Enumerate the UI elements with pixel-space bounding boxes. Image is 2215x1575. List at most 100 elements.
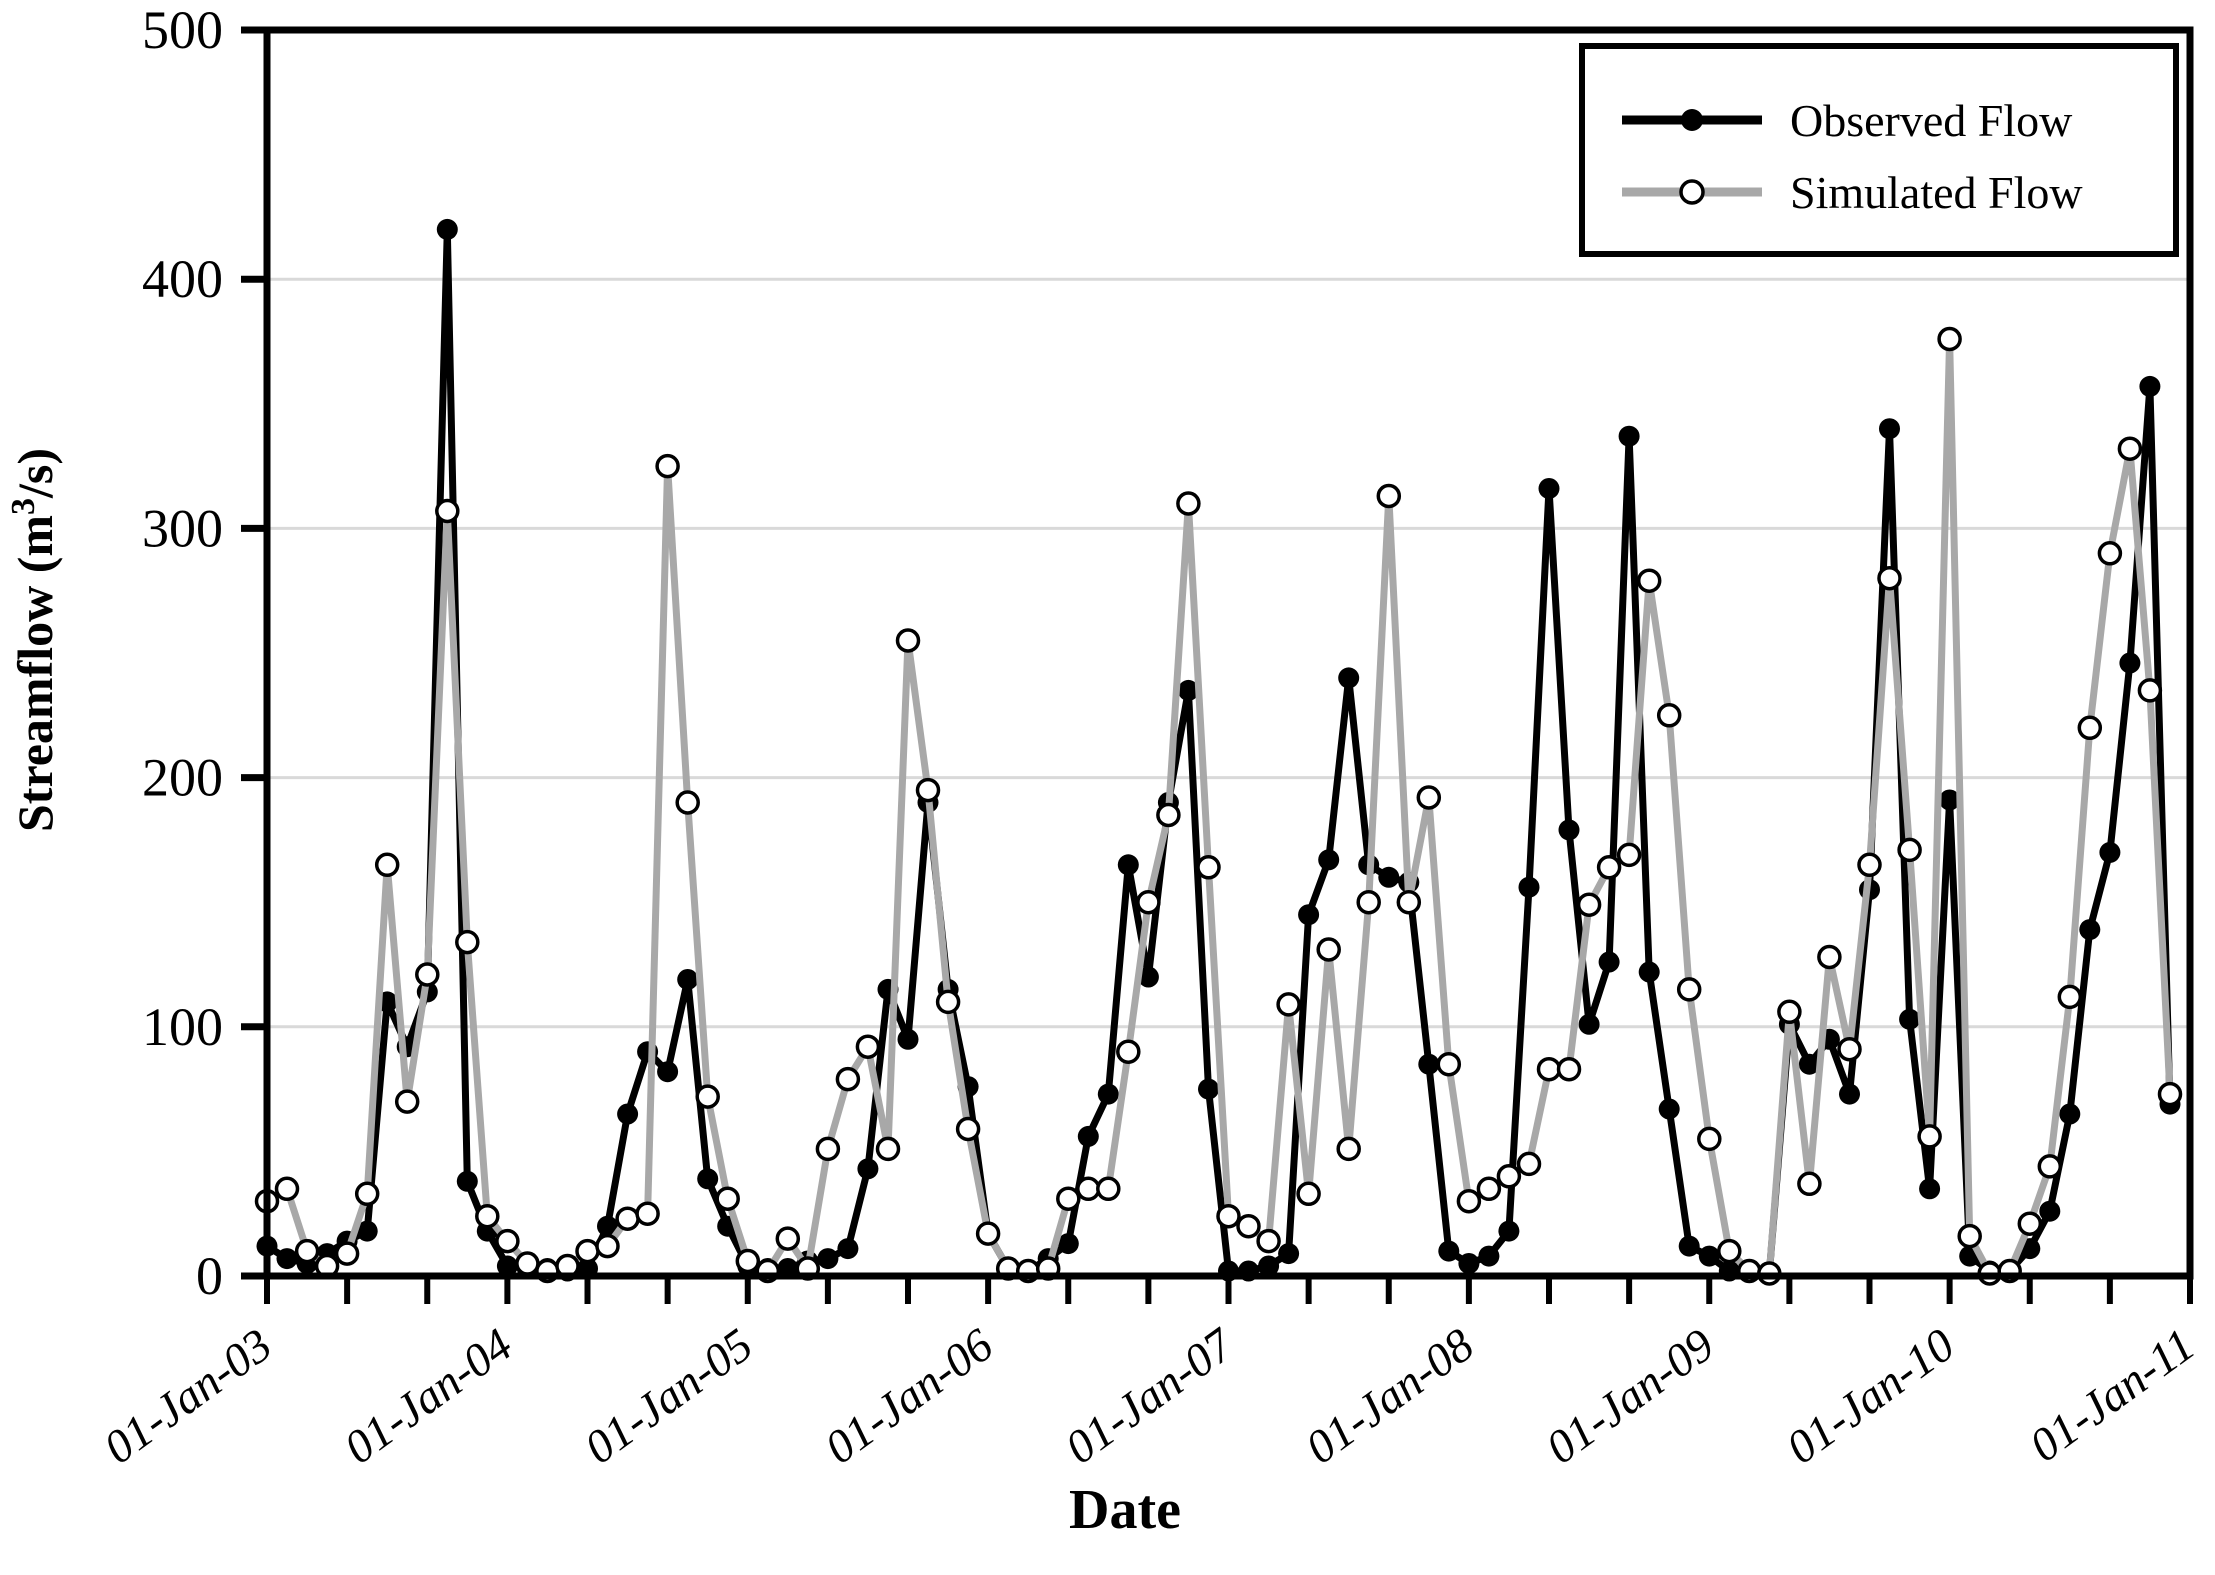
observed-flow-marker (1598, 951, 1620, 973)
observed-flow-marker (1057, 1233, 1079, 1255)
simulated-flow-marker (1917, 1124, 1942, 1149)
y-tick-labels: 0 100 200 300 400 500 (142, 0, 223, 1306)
observed-flow-marker (1578, 1013, 1600, 1035)
observed-flow-marker (1198, 1078, 1219, 1100)
observed-flow-marker (1318, 849, 1340, 871)
simulated-flow-marker (1496, 1164, 1522, 1189)
x-axis-title: Date (1069, 1479, 1181, 1541)
observed-flow-marker (817, 1248, 839, 1270)
observed-flow-marker (1558, 819, 1580, 841)
simulated-flow-marker (2077, 715, 2103, 741)
simulated-flow-marker (394, 1089, 420, 1114)
observed-flow-marker (1638, 961, 1660, 983)
x-tick-marks (264, 1276, 2193, 1304)
observed-flow-marker (436, 218, 458, 240)
observed-flow-marker (1258, 1255, 1280, 1277)
simulated-flow-marker (955, 1116, 981, 1142)
observed-flow-marker (2059, 1103, 2081, 1125)
observed-flow-marker (1658, 1098, 1680, 1120)
observed-flow-marker (1438, 1240, 1460, 1262)
simulated-flow-marker (875, 1136, 901, 1162)
observed-flow-marker (1939, 789, 1961, 811)
observed-flow-marker (1538, 478, 1560, 499)
observed-flow-marker (1698, 1245, 1720, 1267)
simulated-flow-marker (1416, 785, 1442, 810)
simulated-flow-marker (735, 1248, 761, 1274)
legend-observed-sample-marker (1681, 109, 1703, 131)
observed-flow-marker (1097, 1083, 1119, 1105)
simulated-flow-marker (1296, 1181, 1321, 1207)
observed-flow-marker (617, 1103, 639, 1125)
observed-flow-marker (1618, 425, 1640, 447)
simulated-flow-marker (354, 1181, 380, 1207)
simulated-flow-marker (475, 1203, 500, 1229)
simulated-flow-marker (715, 1186, 740, 1211)
simulated-flow-marker (1957, 1223, 1982, 1249)
observed-flow-marker (1378, 866, 1400, 888)
simulated-flow-marker (1877, 565, 1902, 591)
simulated-flow-marker (775, 1226, 801, 1251)
simulated-flow-marker (515, 1251, 540, 1276)
simulated-flow-marker (1276, 992, 1301, 1017)
simulated-flow-marker (675, 790, 700, 815)
legend-observed-label: Observed Flow (1790, 95, 2073, 146)
simulated-flow-marker (1436, 1051, 1462, 1077)
y-tick-label: 0 (196, 1246, 223, 1306)
simulated-flow-marker (1616, 842, 1642, 868)
observed-flow-marker (1338, 667, 1360, 689)
observed-flow-marker (597, 1215, 618, 1237)
simulated-flow-marker (1196, 855, 1221, 880)
simulated-flow-marker (835, 1066, 861, 1092)
legend-box (1579, 43, 2179, 257)
observed-flow-marker (1518, 876, 1540, 898)
simulated-flow-marker (595, 1233, 620, 1259)
simulated-flow-marker (1096, 1176, 1121, 1202)
observed-flow-marker (1839, 1083, 1860, 1105)
simulated-flow-marker (1136, 889, 1161, 915)
simulated-flow-marker (1937, 326, 1962, 352)
simulated-flow-marker (1476, 1176, 1502, 1202)
plot-frame (263, 26, 2194, 1280)
simulated-flow-marker (1837, 1036, 1862, 1062)
observed-flow-marker (1077, 1125, 1099, 1147)
simulated-flow-marker (1216, 1203, 1241, 1229)
simulated-flow-marker (1156, 802, 1181, 828)
simulated-flow-marker (1536, 1056, 1562, 1082)
observed-flow-marker (1458, 1253, 1480, 1274)
simulated-flow-marker (1116, 1039, 1141, 1064)
observed-flow-marker (1678, 1235, 1700, 1257)
observed-flow-marker (657, 1061, 679, 1083)
observed-flow-marker (1418, 1053, 1440, 1075)
observed-flow-marker (1298, 904, 1320, 926)
observed-flow-marker (897, 1028, 919, 1050)
simulated-flow-marker (1256, 1228, 1281, 1254)
simulated-flow-marker (1717, 1238, 1742, 1264)
simulated-flow-marker (274, 1176, 300, 1202)
observed-flow-marker (837, 1238, 859, 1260)
observed-flow-marker (2139, 375, 2161, 397)
simulated-flow-marker (1336, 1136, 1361, 1162)
observed-flow-marker (276, 1248, 298, 1270)
observed-flow-marker (677, 969, 699, 990)
simulated-flow-marker (615, 1206, 640, 1231)
simulated-flow-marker (2057, 984, 2083, 1010)
y-tick-label: 400 (142, 249, 223, 309)
observed-flow-marker (356, 1220, 378, 1242)
simulated-flow-marker (1176, 491, 1201, 516)
simulated-flow-marker (655, 453, 680, 479)
simulated-flow-marker (1857, 852, 1882, 878)
simulated-flow-marker (1236, 1213, 1261, 1239)
simulated-flow-marker (1697, 1126, 1722, 1152)
simulated-flow-marker (334, 1241, 360, 1266)
observed-flow-marker (456, 1170, 478, 1192)
simulated-flow-marker (415, 962, 440, 987)
observed-flow-marker (1137, 966, 1159, 988)
observed-flow-marker (2039, 1200, 2061, 1222)
simulated-flow-marker (1797, 1171, 1822, 1197)
simulated-flow-marker (1396, 889, 1422, 915)
simulated-flow-marker (2117, 436, 2143, 461)
simulated-flow-marker (2017, 1211, 2043, 1236)
simulated-flow-marker (1777, 999, 1802, 1025)
simulated-flow-marker (2157, 1081, 2183, 1107)
